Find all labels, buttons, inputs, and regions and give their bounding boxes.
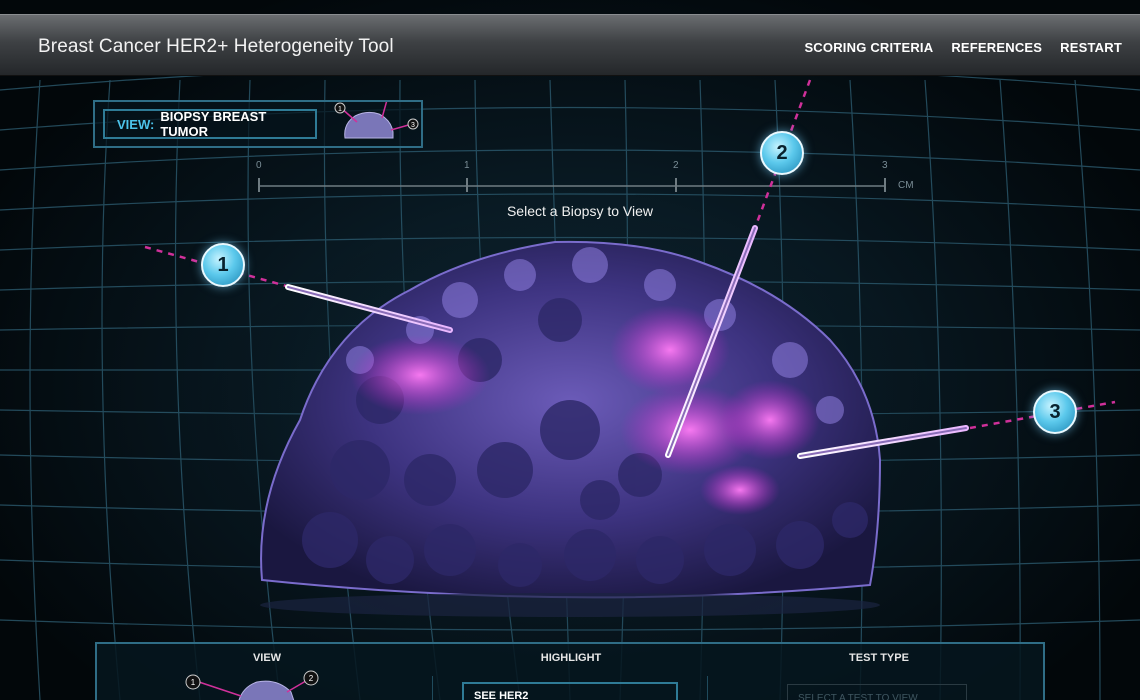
top-bar: Breast Cancer HER2+ Heterogeneity Tool S… xyxy=(0,14,1140,76)
bottom-thumb-marker-2: 2 xyxy=(309,674,314,683)
view-panel: VIEW: BIOPSY BREAST TUMOR 1 3 xyxy=(93,100,423,148)
bottom-tumor-thumbnail-icon[interactable]: 1 2 xyxy=(179,670,319,700)
see-her2-button[interactable]: SEE HER2 xyxy=(462,682,678,700)
nav-scoring-criteria[interactable]: SCORING CRITERIA xyxy=(804,40,934,55)
ruler-tick-1: 1 xyxy=(464,160,470,171)
column-divider xyxy=(432,676,433,700)
select-biopsy-prompt: Select a Biopsy to View xyxy=(506,203,654,219)
highlight-column-heading: HIGHLIGHT xyxy=(540,652,602,664)
tumor-thumbnail-icon[interactable]: 1 3 xyxy=(327,102,422,146)
biopsy-1-button[interactable]: 1 xyxy=(201,243,245,287)
test-type-column-heading: TEST TYPE xyxy=(849,652,909,664)
view-label: VIEW: xyxy=(117,116,155,132)
nav-restart[interactable]: RESTART xyxy=(1060,40,1122,55)
her2-positive-regions xyxy=(350,305,820,515)
tumor-mass xyxy=(260,240,882,599)
column-divider xyxy=(707,676,708,700)
thumb-marker-1: 1 xyxy=(338,106,342,113)
view-column-heading: VIEW xyxy=(252,652,282,664)
ruler-tick-0: 0 xyxy=(256,160,262,171)
app-title: Breast Cancer HER2+ Heterogeneity Tool xyxy=(38,36,394,57)
bottom-control-panel: VIEW HIGHLIGHT TEST TYPE 1 2 SEE HER2 SE… xyxy=(95,642,1045,700)
nav-references[interactable]: REFERENCES xyxy=(951,40,1043,55)
ruler xyxy=(258,178,886,192)
biopsy-2-button[interactable]: 2 xyxy=(760,131,804,175)
top-nav: SCORING CRITERIA REFERENCES RESTART xyxy=(804,40,1122,55)
view-value: BIOPSY BREAST TUMOR xyxy=(160,109,267,139)
ruler-unit: CM xyxy=(898,180,914,191)
test-type-select[interactable]: SELECT A TEST TO VIEW xyxy=(787,684,967,700)
ruler-tick-3: 3 xyxy=(882,160,888,171)
thumb-marker-3: 3 xyxy=(411,122,415,129)
ruler-tick-2: 2 xyxy=(673,160,679,171)
bottom-thumb-marker-1: 1 xyxy=(191,678,196,687)
view-selector[interactable]: VIEW: BIOPSY BREAST TUMOR xyxy=(103,109,317,139)
biopsy-3-button[interactable]: 3 xyxy=(1033,390,1077,434)
biopsy-needles xyxy=(285,225,969,459)
